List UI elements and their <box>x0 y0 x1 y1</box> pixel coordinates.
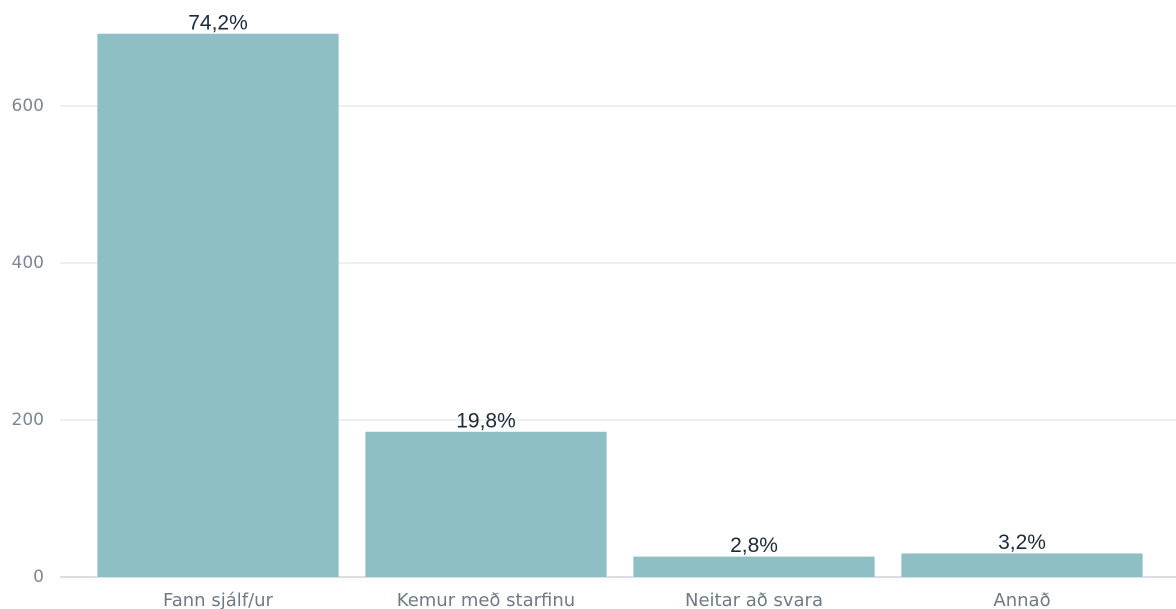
data-label: 2,8% <box>730 534 778 557</box>
x-tick-label: Fann sjálf/ur <box>163 590 273 609</box>
y-tick-label: 200 <box>12 410 44 430</box>
y-tick-label: 400 <box>12 253 44 273</box>
bar <box>365 431 607 577</box>
bar <box>901 553 1143 577</box>
data-label: 3,2% <box>998 531 1046 554</box>
y-tick-label: 600 <box>12 96 44 116</box>
x-tick-label: Kemur með starfinu <box>397 590 575 609</box>
data-label: 19,8% <box>456 409 516 432</box>
bar <box>633 556 875 577</box>
x-tick-label: Neitar að svara <box>685 590 823 609</box>
y-tick-label: 0 <box>33 567 44 587</box>
data-label: 74,2% <box>188 11 248 34</box>
bar <box>97 33 339 577</box>
x-tick-label: Annað <box>993 590 1050 609</box>
